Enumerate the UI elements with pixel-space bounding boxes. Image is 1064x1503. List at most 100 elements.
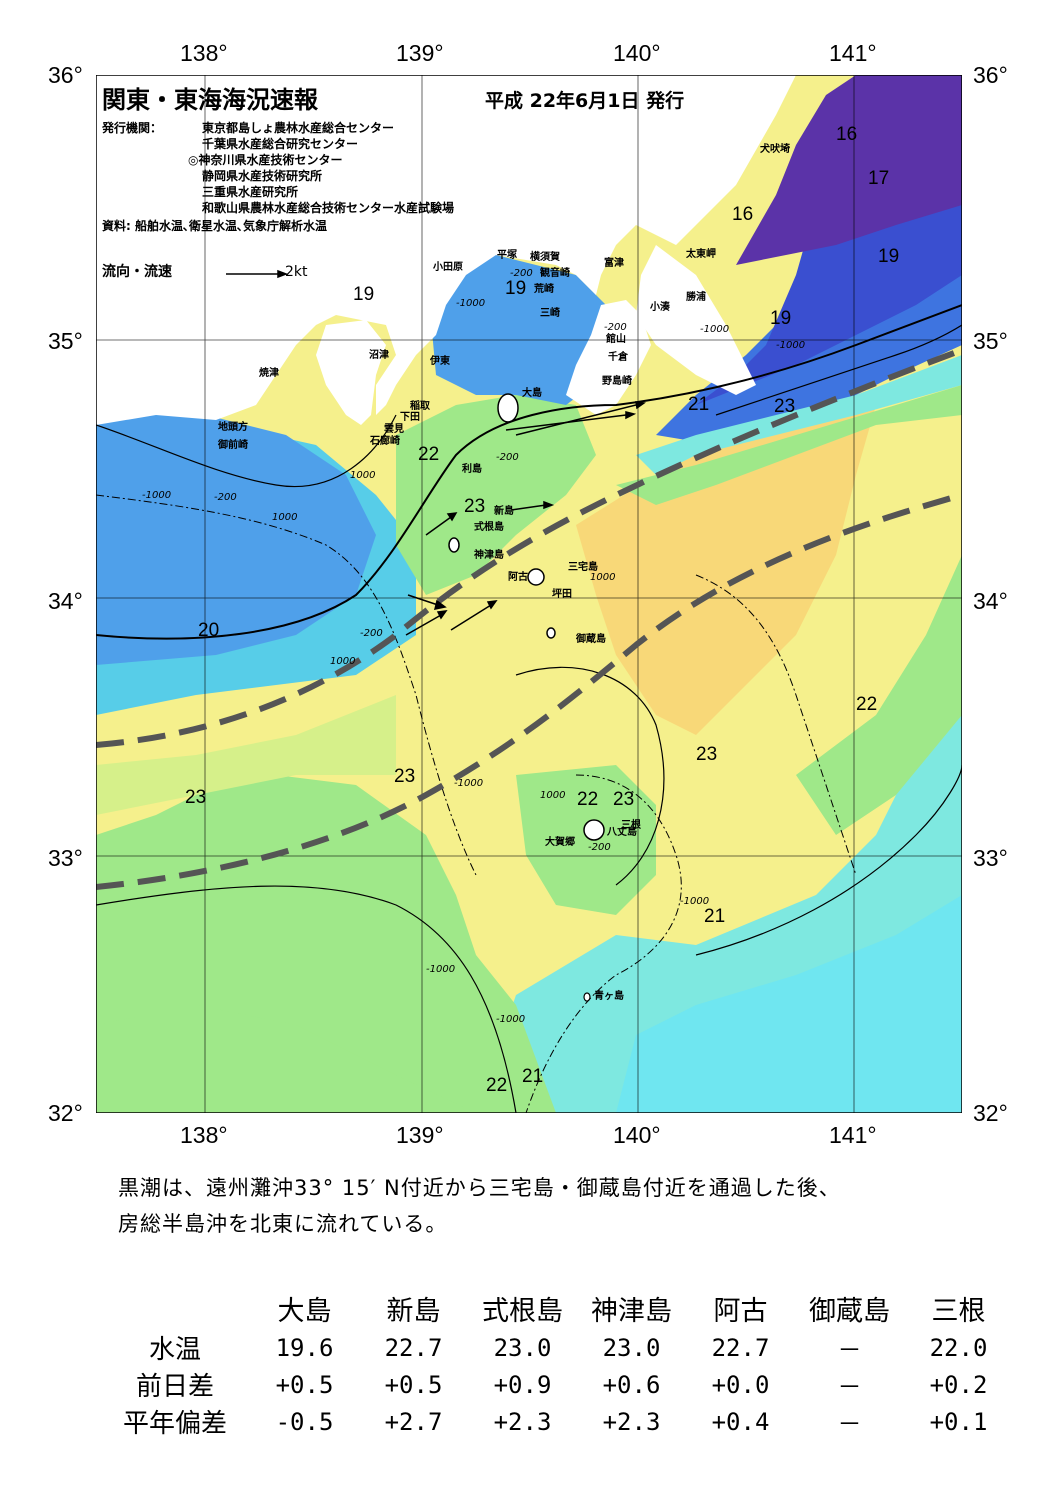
lat-label-35-right: 35° <box>973 328 1008 354</box>
lat-label-36-left: 36° <box>48 62 83 88</box>
issue-date: 平成 22年6月1日 発行 <box>485 90 685 112</box>
table-cell: － <box>837 1336 862 1364</box>
place-toshima: 利島 <box>462 464 482 475</box>
col-mitsune: 三根 <box>931 1296 986 1327</box>
kuroshio-north-edge <box>96 347 962 748</box>
lon-label-139-bottom: 139° <box>396 1122 444 1148</box>
place-yaizu: 焼津 <box>259 368 279 379</box>
table-cell: 22.7 <box>384 1333 443 1362</box>
table-cell: +0.0 <box>711 1370 770 1399</box>
row-label-normal-deviation: 平年偏差 <box>122 1409 227 1439</box>
table-cell: +0.2 <box>929 1370 988 1399</box>
place-miyakejima: 三宅島 <box>568 562 598 573</box>
place-odawara: 小田原 <box>433 262 463 273</box>
observation-table: 大島 新島 式根島 神津島 阿古 御蔵島 三根 水温 19.6 22.7 23.… <box>100 1288 1013 1440</box>
place-jitougata: 地頭方 <box>218 422 248 433</box>
izu-peninsula-land <box>316 320 386 425</box>
sea-20c-south <box>616 895 962 1113</box>
lat-label-34-left: 34° <box>48 588 83 614</box>
table-cell: +0.5 <box>384 1370 443 1399</box>
row-label-daily-diff: 前日差 <box>135 1372 214 1402</box>
place-kumomi: 雲見 <box>384 424 404 435</box>
sea-19c-sagami <box>426 255 616 405</box>
table-cell: +0.5 <box>275 1370 334 1399</box>
hachijojima-island <box>583 819 605 841</box>
issuer-5: 三重県水産研究所 <box>202 185 299 199</box>
lat-label-33-right: 33° <box>973 845 1008 871</box>
oshima-island <box>497 393 519 423</box>
issuer-3: ◎神奈川県水産技術センター <box>188 153 343 167</box>
depth-label: -1000 <box>456 298 486 309</box>
lat-label-32-left: 32° <box>48 1100 83 1126</box>
sea-225c-band <box>96 695 396 815</box>
lat-label-35-left: 35° <box>48 328 83 354</box>
temp-label: 23 <box>774 396 796 417</box>
place-misaki: 三崎 <box>540 308 560 319</box>
depth-label: -200 <box>604 322 627 333</box>
table-cell: +2.7 <box>384 1407 443 1436</box>
lon-label-141-top: 141° <box>829 40 877 66</box>
temp-label: 20 <box>198 620 220 641</box>
depth-label: 1000 <box>330 656 356 667</box>
issuer-1: 東京都島しょ農林水産総合センター <box>202 121 395 135</box>
depth-label: -200 <box>360 628 383 639</box>
legend-value: 2kt <box>285 264 308 280</box>
issuer-4: 静岡県水産技術研究所 <box>202 169 323 183</box>
niijima-island <box>448 537 460 553</box>
temp-label: 22 <box>577 789 599 810</box>
place-irozaki: 石廊崎 <box>370 436 400 447</box>
place-hiratsuka: 平塚 <box>497 250 517 261</box>
depth-label: -200 <box>588 842 611 853</box>
kuroshio-south-edge <box>96 492 962 890</box>
row-label-water-temp: 水温 <box>148 1335 201 1365</box>
col-niijima: 新島 <box>386 1296 441 1327</box>
place-taitomisaki: 太東岬 <box>686 249 716 260</box>
place-mitsune: 三根 <box>621 820 641 831</box>
sea-22c-hachijo <box>516 765 656 915</box>
table-row: 水温 19.6 22.7 23.0 23.0 22.7 － 22.0 <box>100 1329 1013 1366</box>
depth-label: -1000 <box>426 964 456 975</box>
depth-label: 1000 <box>590 572 616 583</box>
place-futtsu: 富津 <box>604 258 624 269</box>
mikurajima-island <box>546 627 556 639</box>
map-title: 関東・東海海況速報 <box>102 86 318 114</box>
table-cell: 19.6 <box>275 1333 334 1362</box>
lat-label-36-right: 36° <box>973 62 1008 88</box>
temp-label: 23 <box>613 789 635 810</box>
place-okago: 大賀郷 <box>545 837 575 848</box>
depth-label: -1000 <box>776 340 806 351</box>
temp-label: 16 <box>732 204 754 225</box>
sea-22c-southwest-2 <box>96 1005 476 1113</box>
place-yokosuka: 横須賀 <box>530 252 560 263</box>
place-inatori: 稲取 <box>410 401 430 412</box>
isotherm-lines <box>96 304 962 1113</box>
issuer-label: 発行機関： <box>102 121 163 135</box>
depth-label: -200 <box>510 268 533 279</box>
lat-label-34-right: 34° <box>973 588 1008 614</box>
sea-22c-band <box>616 385 962 505</box>
depth-contours <box>96 494 857 1113</box>
temp-label: 21 <box>704 906 726 927</box>
sea-22c-izu <box>396 395 596 595</box>
table-row: 前日差 +0.5 +0.5 +0.9 +0.6 +0.0 － +0.2 <box>100 1366 1013 1403</box>
lon-label-140-top: 140° <box>613 40 661 66</box>
place-kominato: 小湊 <box>650 302 670 313</box>
miyakejima-island <box>527 568 545 586</box>
depth-label: -1000 <box>496 1014 526 1025</box>
place-tateyama: 館山 <box>606 334 626 345</box>
col-shikinejima: 式根島 <box>482 1296 563 1327</box>
summary-line-2: 房総半島沖を北東に流れている。 <box>118 1212 448 1236</box>
lat-label-33-left: 33° <box>48 845 83 871</box>
aogashima-island <box>583 992 591 1002</box>
depth-label: -1000 <box>454 778 484 789</box>
table-cell: 23.0 <box>493 1333 552 1362</box>
lat-label-32-right: 32° <box>973 1100 1008 1126</box>
depth-label: 1000 <box>540 790 566 801</box>
place-katsuura: 勝浦 <box>686 292 706 303</box>
lon-label-138-bottom: 138° <box>180 1122 228 1148</box>
place-oshima: 大島 <box>522 388 542 399</box>
place-mikurajima: 御蔵島 <box>576 634 606 645</box>
place-shimoda: 下田 <box>400 412 420 423</box>
table-cell: +2.3 <box>602 1407 661 1436</box>
data-sources: 資料: 船舶水温､衛星水温､気象庁解析水温 <box>102 219 327 233</box>
